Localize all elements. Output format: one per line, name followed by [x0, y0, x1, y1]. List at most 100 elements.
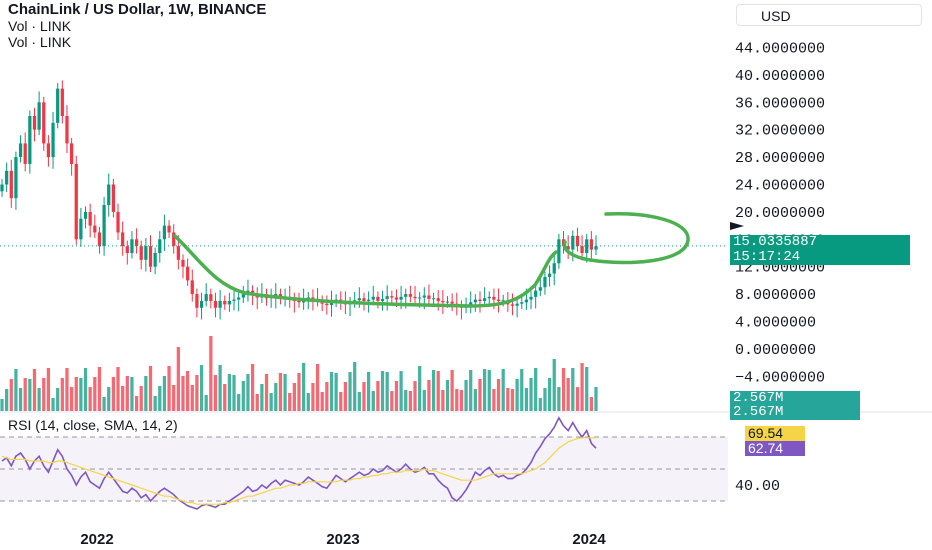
volume-bar: [107, 387, 111, 411]
volume-bar: [450, 370, 454, 411]
candle-body: [445, 301, 450, 303]
volume-bar: [575, 387, 580, 411]
candle-body: [413, 296, 417, 299]
candle-body: [74, 163, 78, 240]
candle-body: [60, 88, 64, 116]
volume-bar: [534, 368, 538, 411]
volume-bar: [42, 378, 46, 411]
symbol-title[interactable]: ChainLink / US Dollar, 1W, BINANCE: [8, 1, 267, 18]
volume-bar: [292, 383, 296, 411]
candle-body: [111, 184, 115, 212]
volume-bar: [510, 389, 515, 411]
candle-body: [589, 239, 593, 250]
candle-body: [65, 116, 69, 144]
volume-bar: [83, 368, 88, 411]
candle-body: [552, 263, 556, 274]
cup-annotation: [173, 234, 558, 308]
volume-bar: [329, 372, 334, 411]
volume-bar: [501, 369, 505, 411]
volume-bar: [223, 384, 227, 411]
rsi-sma-line: [1, 437, 597, 505]
candle-body: [575, 235, 580, 247]
candle-body: [227, 300, 232, 305]
volume-bar: [343, 382, 348, 411]
candle-body: [37, 102, 41, 130]
candle-body: [385, 296, 389, 299]
candle-body: [478, 299, 482, 301]
volume-legend-2[interactable]: Vol · LINK: [8, 34, 72, 50]
currency-selector[interactable]: USD: [736, 4, 922, 26]
candle-body: [557, 239, 561, 264]
volume-bar: [431, 370, 436, 411]
rsi-lines: [1, 416, 597, 510]
volume-bar: [427, 380, 431, 411]
volume-bar: [60, 378, 64, 411]
candle-body: [32, 116, 37, 130]
candle-body: [28, 116, 32, 164]
volume-bar: [274, 383, 278, 411]
volume-bar: [46, 368, 51, 411]
bar-countdown: 15:17:24: [733, 249, 801, 265]
volume-bar: [69, 387, 74, 411]
volume-bar: [566, 378, 570, 411]
volume-bar: [148, 366, 153, 411]
volume-legend-1[interactable]: Vol · LINK: [8, 18, 72, 34]
candle-body: [515, 303, 519, 306]
candle-body: [520, 302, 524, 304]
price-tick-label: 32.0000000: [735, 123, 825, 140]
volume-bar: [306, 393, 310, 411]
volume-bar: [134, 396, 139, 411]
volume-bar: [97, 367, 102, 411]
volume-bar: [496, 379, 501, 411]
candle-body: [139, 246, 143, 260]
candle-body: [176, 246, 180, 260]
volume-bar: [459, 390, 464, 411]
candle-body: [543, 276, 547, 288]
candle-body: [418, 297, 422, 299]
price-candles: [0, 80, 598, 320]
candle-body: [483, 298, 487, 301]
candle-body: [362, 298, 366, 301]
price-tick-label: 44.0000000: [735, 41, 825, 58]
volume-bar: [408, 391, 412, 411]
volume-bar: [441, 390, 445, 411]
candle-body: [534, 290, 538, 297]
candle-body: [408, 294, 412, 297]
volume-bar: [348, 372, 352, 411]
volume-bar: [353, 362, 357, 411]
volume-bar: [557, 387, 561, 411]
candle-body: [218, 300, 222, 308]
volume-bar: [418, 366, 422, 411]
candle-body: [566, 246, 570, 250]
volume-bar: [357, 392, 361, 411]
volume-bar: [218, 365, 222, 411]
candle-body: [501, 300, 505, 302]
volume-bar: [121, 386, 125, 411]
candle-body: [93, 225, 97, 233]
price-tick-label: 4.0000000: [735, 315, 816, 332]
candle-body: [42, 102, 46, 144]
volume-bar: [585, 367, 589, 411]
rsi-legend[interactable]: RSI (14, close, SMA, 14, 2): [8, 417, 178, 433]
candle-body: [329, 301, 334, 306]
scroll-right-icon[interactable]: [730, 222, 744, 230]
volume-bar: [241, 381, 245, 411]
candle-body: [46, 143, 51, 158]
volume-bar: [283, 374, 287, 411]
candle-body: [469, 302, 473, 306]
volume-bar: [209, 336, 213, 411]
candle-body: [199, 300, 204, 308]
volume-bar: [18, 388, 23, 411]
volume-bar: [237, 394, 241, 411]
volume-bar: [37, 388, 41, 411]
volume-bar: [334, 373, 338, 411]
volume-bar: [130, 377, 134, 411]
volume-bar: [478, 379, 482, 411]
volume-bar: [158, 386, 162, 411]
price-tick-label: 28.0000000: [735, 150, 825, 167]
time-tick-label: 2022: [80, 531, 113, 548]
volume-bar: [139, 386, 143, 411]
volume-bar: [325, 382, 329, 411]
volume-tag-1: 2.567M: [730, 391, 860, 406]
volume-bar: [56, 388, 60, 411]
